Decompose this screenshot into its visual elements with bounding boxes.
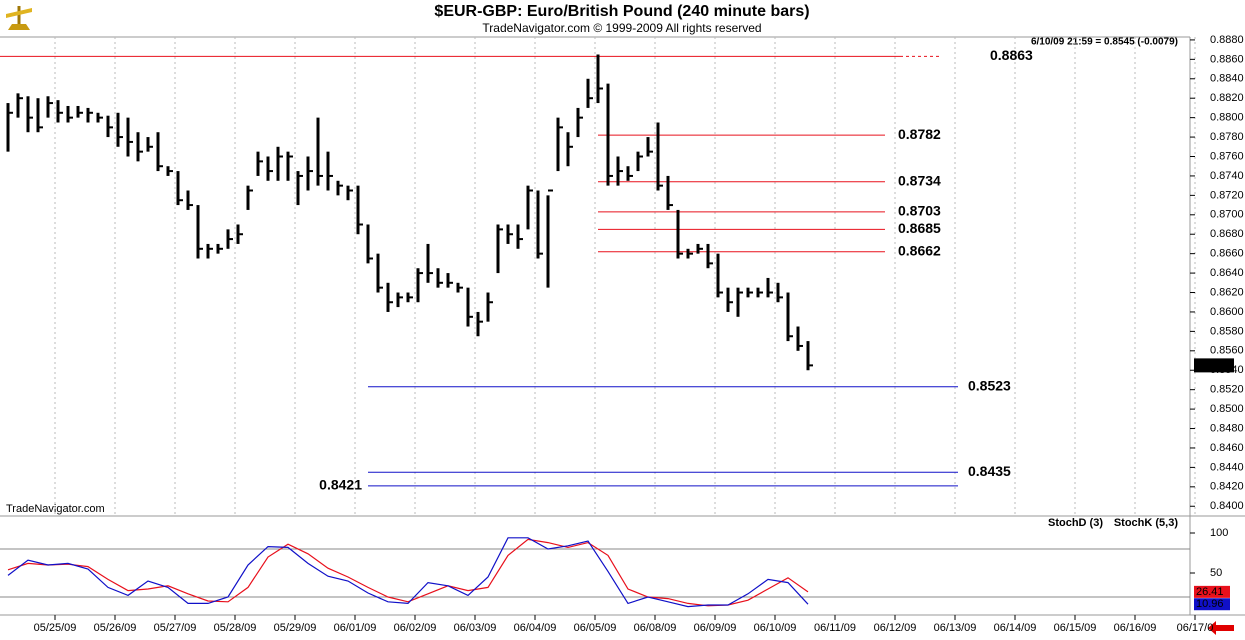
legend-label: StochK (5,3): [1114, 517, 1179, 529]
status: 6/10/09 21:59 = 0.8545 (-0.0079): [1031, 37, 1178, 48]
value-box-label: 26.41: [1196, 586, 1224, 598]
level-label: 0.8703: [898, 203, 941, 219]
value-box: [1194, 585, 1230, 598]
level-label: 0.8685: [898, 220, 941, 236]
y-tick-label: 0.8560: [1210, 345, 1244, 357]
y-tick-label: 0.8820: [1210, 92, 1244, 104]
y-tick-label: 0.8700: [1210, 209, 1244, 221]
level-label: 0.8421: [319, 477, 362, 493]
x-tick-label: 05/28/09: [214, 622, 257, 634]
y-tick-label: 0.8880: [1210, 34, 1244, 46]
y-tick-label: 0.8400: [1210, 500, 1244, 512]
x-tick-label: 06/14/09: [994, 622, 1037, 634]
x-tick-label: 06/04/09: [514, 622, 557, 634]
x-tick-label: 06/05/09: [574, 622, 617, 634]
level-label: 0.8435: [968, 463, 1011, 479]
x-tick-label: 06/16/09: [1114, 622, 1157, 634]
y-tick-label: 0.8480: [1210, 422, 1244, 434]
x-tick-label: 06/03/09: [454, 622, 497, 634]
x-tick-label: 05/27/09: [154, 622, 197, 634]
legend-label: StochD (3): [1048, 517, 1103, 529]
x-tick-label: 06/15/09: [1054, 622, 1097, 634]
y-tick-label: 0.8520: [1210, 384, 1244, 396]
value-box-label: 10.96: [1196, 598, 1224, 610]
chart-subtitle: TradeNavigator.com © 1999-2009 All right…: [482, 21, 761, 35]
x-tick-label: 05/26/09: [94, 622, 137, 634]
y-tick-label: 0.8580: [1210, 325, 1244, 337]
y-tick-label: 0.8760: [1210, 150, 1244, 162]
y-tick-label: 0.8840: [1210, 73, 1244, 85]
x-tick-label: 06/13/09: [934, 622, 977, 634]
y-tick-label: 0.8500: [1210, 403, 1244, 415]
level-label: 0.8734: [898, 172, 941, 188]
y-tick-label: 0.8600: [1210, 306, 1244, 318]
x-tick-label: 06/10/09: [754, 622, 797, 634]
y-tick-label: 0.8740: [1210, 170, 1244, 182]
y-tick-label: 0.8440: [1210, 461, 1244, 473]
chart-title: $EUR-GBP: Euro/British Pound (240 minute…: [434, 3, 809, 20]
x-tick-label: 06/08/09: [634, 622, 677, 634]
y-tick-label: 100: [1210, 527, 1228, 539]
x-tick-label: 05/25/09: [34, 622, 77, 634]
x-tick-label: 06/09/09: [694, 622, 737, 634]
y-tick-label: 0.8460: [1210, 442, 1244, 454]
y-tick-label: 0.8720: [1210, 189, 1244, 201]
y-tick-label: 50: [1210, 567, 1222, 579]
level-label: 0.8523: [968, 377, 1011, 393]
last-price-box: [1194, 358, 1234, 373]
logo: [6, 6, 32, 30]
x-tick-label: 06/12/09: [874, 622, 917, 634]
scroll-arrow[interactable]: [1208, 621, 1234, 635]
x-tick-label: 06/01/09: [334, 622, 377, 634]
y-tick-label: 0.8780: [1210, 131, 1244, 143]
stoch-line: [7, 537, 809, 608]
x-tick-label: 05/29/09: [274, 622, 317, 634]
y-tick-label: 0.8860: [1210, 53, 1244, 65]
y-tick-label: 0.8640: [1210, 267, 1244, 279]
x-tick-label: 06/17/0: [1177, 622, 1214, 634]
y-tick-label: 0.8680: [1210, 228, 1244, 240]
y-tick-label: 0.8420: [1210, 481, 1244, 493]
level-label: 0.8782: [898, 126, 941, 142]
y-tick-label: 0.8660: [1210, 248, 1244, 260]
y-tick-label: 0.8620: [1210, 286, 1244, 298]
x-tick-label: 06/02/09: [394, 622, 437, 634]
y-tick-label: 0.8800: [1210, 112, 1244, 124]
x-tick-label: 06/11/09: [814, 622, 856, 634]
value-box: [1194, 598, 1230, 611]
stoch-line: [7, 538, 809, 607]
last-price-label: 0.8545: [1196, 359, 1230, 371]
level-label: 0.8662: [898, 242, 941, 258]
level-label: 0.8863: [990, 47, 1033, 63]
